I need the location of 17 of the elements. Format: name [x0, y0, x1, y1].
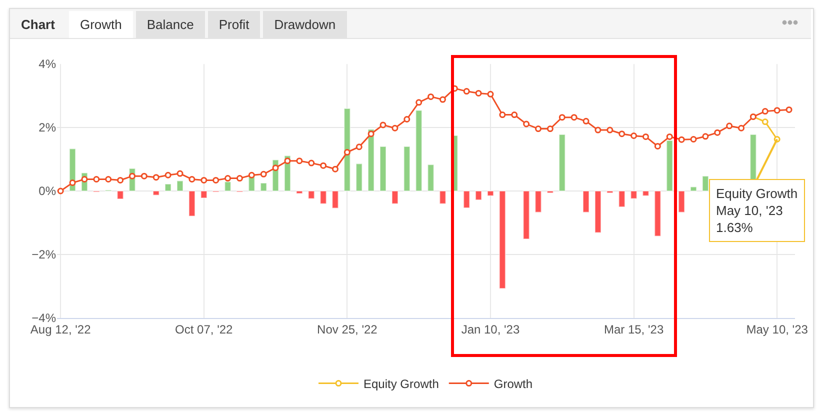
text: Growth [68, 11, 133, 38]
legend-label: Equity Growth [364, 376, 439, 391]
x-tick-label: Jan 10, '23 [461, 322, 520, 336]
text: Balance [136, 11, 205, 38]
x-tick-label: May 10, '23 [746, 322, 808, 336]
annotation: Equity Growth May 10, '23 1.63% [716, 186, 798, 235]
y-tick-label: 4% [38, 57, 56, 72]
y-tick-label: 2% [38, 120, 56, 135]
text: Chart [20, 16, 56, 34]
legend-label: Growth [494, 376, 533, 391]
text: Profit [208, 11, 260, 38]
x-tick-label: Nov 25, '22 [317, 322, 378, 336]
y-tick-label: 0% [38, 184, 56, 198]
y-tick-label: −2% [32, 248, 56, 262]
x-tick-label: Oct 07, '22 [175, 322, 234, 336]
text: Drawdown [263, 11, 347, 38]
x-tick-label: Mar 15, '23 [604, 322, 664, 336]
